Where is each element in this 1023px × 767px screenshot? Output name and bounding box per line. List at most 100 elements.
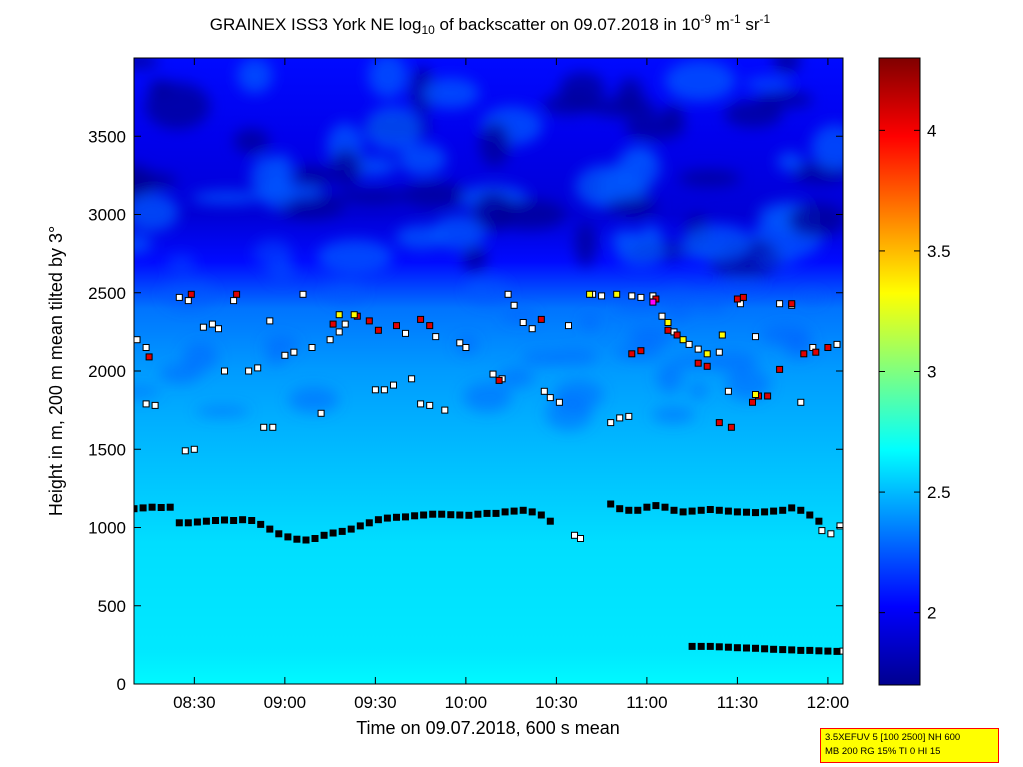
marker-red [812, 348, 820, 356]
backscatter-patch [462, 245, 487, 273]
colorbar-ticks: 2 2.5 3 3.5 4 [879, 121, 951, 623]
marker-black-filled [311, 535, 319, 542]
marker-white [616, 414, 624, 422]
marker-white [565, 322, 572, 330]
marker-white [432, 333, 440, 341]
marker-red [374, 326, 382, 334]
marker-white [245, 367, 253, 375]
marker-red [145, 353, 153, 361]
backscatter-patch [754, 249, 798, 269]
backscatter-patch [773, 58, 801, 74]
marker-black-filled [743, 508, 750, 516]
backscatter-patch [678, 170, 741, 187]
y-tick-label: 2000 [88, 362, 126, 381]
marker-black-filled [393, 513, 400, 521]
y-tick-label: 0 [117, 675, 126, 694]
marker-black-filled [257, 520, 265, 528]
marker-red [233, 290, 241, 298]
backscatter-patch [395, 225, 447, 250]
marker-white [142, 344, 150, 351]
marker-white [818, 527, 826, 535]
backscatter-patch [616, 77, 644, 113]
marker-white [308, 344, 316, 351]
marker-black-filled [139, 504, 147, 512]
marker-red [673, 331, 681, 339]
marker-yellow [335, 311, 343, 319]
backscatter-patch [671, 244, 727, 260]
marker-white [833, 340, 841, 348]
marker-black-filled [383, 514, 391, 522]
marker-yellow [586, 290, 594, 298]
marker-white [151, 401, 159, 409]
colorbar-tick-label: 3 [927, 363, 936, 382]
backscatter-patch [182, 342, 218, 372]
marker-white [221, 367, 228, 375]
marker-black-filled [474, 510, 482, 518]
backscatter-patch [616, 145, 661, 189]
marker-black-filled [715, 506, 723, 514]
marker-black-filled [456, 511, 464, 519]
marker-black-filled [166, 503, 174, 511]
backscatter-patch [288, 386, 339, 413]
backscatter-patch [134, 193, 179, 232]
marker-black-filled [688, 507, 696, 515]
backscatter-patch [693, 295, 728, 313]
backscatter-patch [237, 58, 273, 94]
marker-white [184, 297, 192, 305]
backscatter-patch [724, 100, 783, 128]
marker-white [577, 535, 584, 542]
marker-black-filled [733, 644, 741, 652]
marker-red [637, 347, 645, 355]
marker-black-filled [779, 506, 787, 514]
marker-black-filled [546, 517, 554, 525]
marker-white [441, 406, 449, 414]
marker-black-filled [230, 517, 238, 524]
backscatter-patch [317, 239, 393, 275]
x-axis-label: Time on 09.07.2018, 600 s mean [356, 718, 620, 738]
marker-black-filled [134, 505, 138, 513]
marker-yellow [703, 350, 711, 358]
marker-white [836, 522, 843, 530]
backscatter-patch [542, 94, 596, 116]
backscatter-patch [656, 362, 683, 394]
backscatter-patch [776, 151, 804, 172]
marker-black-filled [510, 507, 518, 515]
marker-yellow [679, 336, 687, 344]
marker-black-filled [221, 516, 228, 524]
marker-black-filled [670, 506, 678, 514]
backscatter-patch [553, 380, 604, 410]
marker-red [495, 376, 503, 384]
backscatter-patch [800, 291, 825, 303]
backscatter-patch [502, 309, 539, 323]
backscatter-patch [725, 368, 771, 401]
marker-red [694, 359, 702, 367]
info-line-1: 3.5XEFUV 5 [100 2500] NH 600 [825, 732, 961, 743]
marker-black-filled [347, 525, 355, 533]
marker-white [546, 394, 554, 402]
backscatter-patch [134, 234, 153, 254]
marker-white [134, 336, 141, 344]
marker-white [724, 387, 732, 395]
marker-black-filled [148, 503, 156, 511]
backscatter-patch [134, 58, 159, 69]
backscatter-patch [134, 171, 178, 191]
marker-black-filled [715, 643, 723, 651]
colorbar-tick-label: 2 [927, 604, 936, 623]
marker-white [839, 647, 843, 655]
backscatter-patch [575, 222, 597, 267]
backscatter-patch [159, 363, 202, 384]
marker-red [788, 300, 796, 308]
marker-red [749, 398, 756, 406]
marker-white [390, 381, 397, 389]
marker-white [317, 409, 325, 417]
y-tick-label: 3000 [88, 206, 126, 225]
marker-yellow [664, 319, 672, 326]
backscatter-patch [628, 327, 673, 347]
backscatter-patch [422, 77, 480, 109]
marker-black-filled [761, 645, 769, 653]
marker-white [402, 329, 409, 337]
marker-white [142, 400, 150, 408]
marker-red [727, 423, 735, 431]
marker-black-filled [266, 525, 274, 533]
marker-white [341, 320, 349, 328]
